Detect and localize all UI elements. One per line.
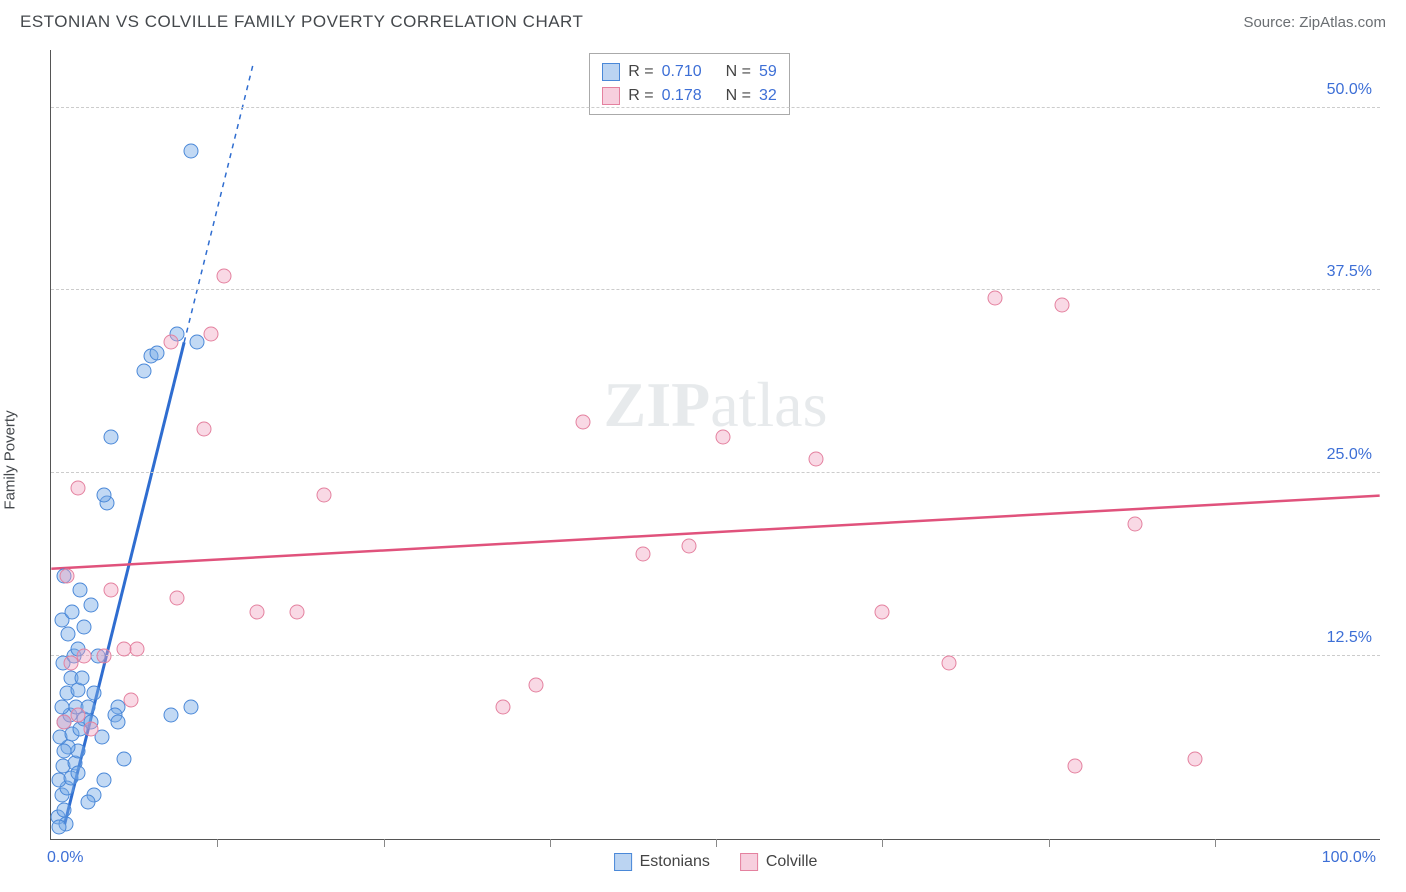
data-point: [988, 290, 1003, 305]
gridline: [51, 289, 1380, 290]
y-axis-label: Family Poverty: [2, 410, 19, 509]
data-point: [808, 451, 823, 466]
source-label: Source: ZipAtlas.com: [1243, 14, 1386, 31]
chart-container: Family Poverty ZIPatlas R = 0.710 N = 59…: [20, 50, 1390, 870]
data-point: [57, 744, 72, 759]
data-point: [59, 568, 74, 583]
data-point: [875, 605, 890, 620]
x-tick: [1215, 839, 1216, 847]
legend-label-colville: Colville: [766, 853, 818, 871]
data-point: [715, 429, 730, 444]
data-point: [70, 480, 85, 495]
data-point: [97, 488, 112, 503]
r-value-colville: 0.178: [662, 84, 702, 108]
plot-area: ZIPatlas R = 0.710 N = 59 R = 0.178 N = …: [50, 50, 1380, 840]
data-point: [51, 820, 66, 835]
data-point: [61, 627, 76, 642]
x-tick: [882, 839, 883, 847]
data-point: [83, 722, 98, 737]
data-point: [576, 415, 591, 430]
y-tick-label: 25.0%: [1327, 446, 1372, 464]
data-point: [183, 700, 198, 715]
n-value-colville: 32: [759, 84, 777, 108]
y-tick-label: 12.5%: [1327, 629, 1372, 647]
x-tick: [384, 839, 385, 847]
data-point: [941, 656, 956, 671]
data-point: [117, 641, 132, 656]
gridline: [51, 472, 1380, 473]
data-point: [163, 334, 178, 349]
data-point: [1068, 758, 1083, 773]
swatch-estonians: [602, 63, 620, 81]
swatch-colville: [602, 87, 620, 105]
n-value-estonians: 59: [759, 60, 777, 84]
data-point: [170, 590, 185, 605]
data-point: [183, 144, 198, 159]
data-point: [529, 678, 544, 693]
data-point: [70, 766, 85, 781]
chart-title: ESTONIAN VS COLVILLE FAMILY POVERTY CORR…: [20, 12, 583, 32]
trend-line: [51, 496, 1379, 569]
data-point: [73, 583, 88, 598]
data-point: [97, 649, 112, 664]
data-point: [77, 619, 92, 634]
data-point: [290, 605, 305, 620]
data-point: [117, 751, 132, 766]
y-tick-label: 50.0%: [1327, 81, 1372, 99]
y-tick-label: 37.5%: [1327, 263, 1372, 281]
swatch-icon: [614, 853, 632, 871]
legend-row-estonians: R = 0.710 N = 59: [602, 60, 777, 84]
data-point: [74, 671, 89, 686]
x-tick-min: 0.0%: [47, 849, 83, 867]
legend-label-estonians: Estonians: [640, 853, 710, 871]
data-point: [316, 488, 331, 503]
data-point: [103, 583, 118, 598]
swatch-icon: [740, 853, 758, 871]
data-point: [83, 597, 98, 612]
data-point: [57, 802, 72, 817]
data-point: [97, 773, 112, 788]
data-point: [196, 422, 211, 437]
data-point: [635, 546, 650, 561]
data-point: [250, 605, 265, 620]
r-value-estonians: 0.710: [662, 60, 702, 84]
data-point: [1054, 298, 1069, 313]
legend-item-estonians: Estonians: [614, 853, 710, 871]
watermark: ZIPatlas: [604, 368, 828, 442]
x-tick: [1049, 839, 1050, 847]
legend-item-colville: Colville: [740, 853, 818, 871]
gridline: [51, 107, 1380, 108]
data-point: [123, 693, 138, 708]
x-tick: [550, 839, 551, 847]
data-point: [203, 327, 218, 342]
data-point: [682, 539, 697, 554]
x-tick: [716, 839, 717, 847]
data-point: [496, 700, 511, 715]
series-legend: Estonians Colville: [614, 853, 818, 871]
data-point: [163, 707, 178, 722]
data-point: [216, 268, 231, 283]
data-point: [77, 649, 92, 664]
data-point: [54, 700, 69, 715]
data-point: [130, 641, 145, 656]
x-tick-max: 100.0%: [1322, 849, 1376, 867]
data-point: [70, 707, 85, 722]
data-point: [103, 429, 118, 444]
data-point: [86, 685, 101, 700]
data-point: [81, 795, 96, 810]
legend-row-colville: R = 0.178 N = 32: [602, 84, 777, 108]
data-point: [65, 605, 80, 620]
data-point: [1127, 517, 1142, 532]
data-point: [137, 363, 152, 378]
gridline: [51, 655, 1380, 656]
data-point: [150, 346, 165, 361]
data-point: [110, 714, 125, 729]
trend-lines: [51, 50, 1380, 839]
x-tick: [217, 839, 218, 847]
data-point: [1187, 751, 1202, 766]
